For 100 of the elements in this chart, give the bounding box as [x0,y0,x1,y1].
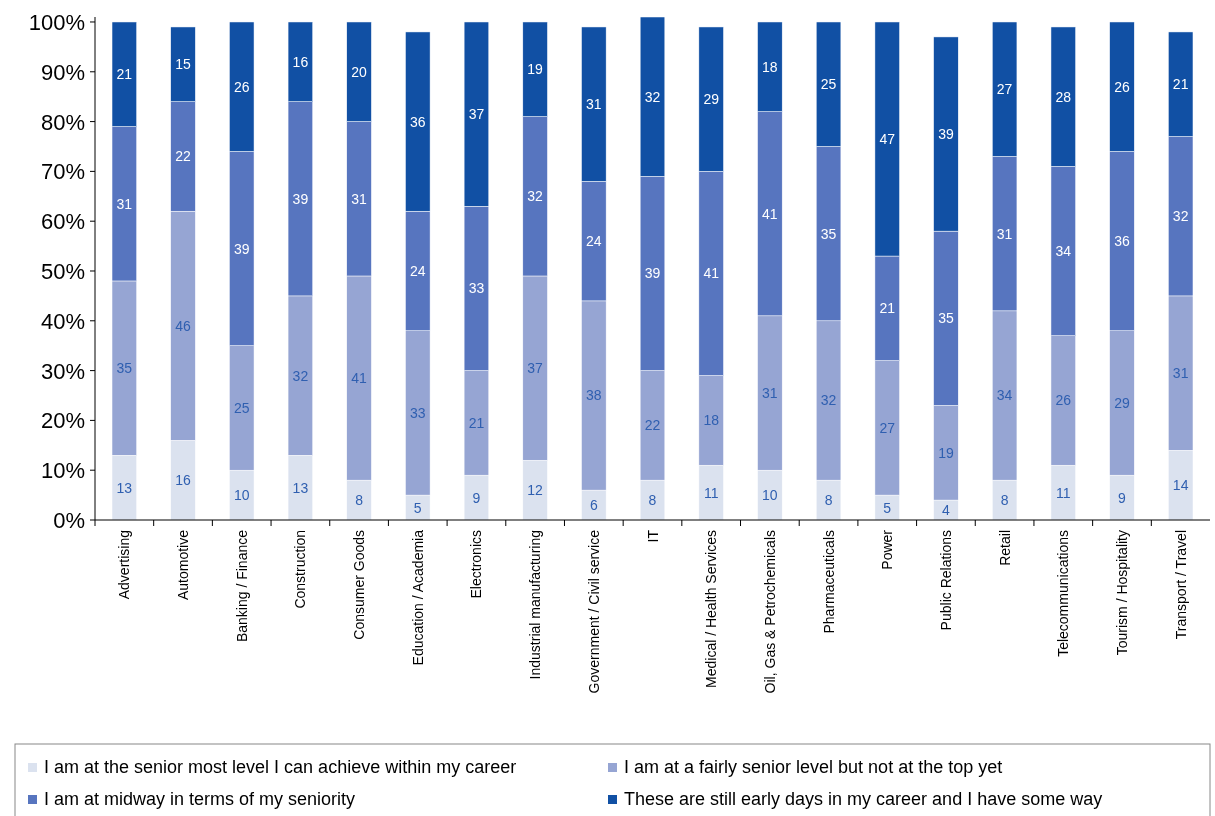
data-label: 8 [648,492,657,509]
x-tick-label: Pharmaceuticals [820,530,837,634]
data-label: 8 [824,492,833,509]
data-label: 36 [409,113,426,130]
data-label: 24 [586,233,602,250]
data-label: 29 [1114,394,1130,411]
x-tick-label: Medical / Health Services [703,530,720,688]
data-label: 37 [468,106,485,123]
data-label: 21 [468,414,485,431]
data-label: 13 [292,479,309,496]
data-label: 12 [527,482,544,499]
data-label: 33 [468,280,485,297]
legend-label: I am at midway in terms of my seniority [44,789,356,809]
x-tick-label: IT [644,529,661,543]
y-tick-label: 30% [40,358,85,384]
x-tick-label: Telecommunications [1055,530,1072,657]
data-label: 35 [938,310,954,327]
y-tick-label: 20% [40,408,85,434]
y-tick-label: 90% [40,59,85,85]
data-label: 19 [938,444,954,461]
data-label: 13 [116,479,133,496]
data-label: 6 [589,497,598,514]
data-label: 32 [527,188,544,205]
x-tick-label: Automotive [175,529,192,601]
data-label: 41 [703,265,720,282]
data-label: 46 [175,317,192,334]
y-tick-label: 100% [28,9,85,35]
data-label: 10 [233,487,250,504]
data-label: 25 [233,399,250,416]
y-tick-label: 60% [40,209,85,235]
x-tick-label: Retail [996,530,1013,566]
data-label: 5 [883,499,892,516]
legend-label: I am at a fairly senior level but not at the top yet [624,757,1003,777]
data-label: 35 [116,360,133,377]
x-tick-label: Consumer Goods [351,530,368,640]
x-tick-label: Construction [292,530,309,609]
data-label: 25 [820,76,837,93]
data-label: 26 [233,78,250,95]
data-label: 26 [1114,78,1130,95]
data-label: 31 [1172,365,1189,382]
data-label: 9 [472,489,481,506]
data-label: 20 [351,63,368,80]
x-tick-label: Education / Academia [409,529,426,666]
data-label: 36 [1114,233,1130,250]
x-tick-label: Transport / Travel [1172,530,1189,640]
data-label: 32 [1172,208,1189,225]
y-tick-label: 40% [40,308,85,334]
data-label: 33 [409,404,426,421]
data-label: 8 [355,492,364,509]
data-label: 32 [292,367,309,384]
data-label: 5 [413,499,422,516]
data-label: 26 [1055,392,1072,409]
legend-label: I am at the senior most level I can achieve within my career [44,757,517,777]
data-label: 31 [762,385,778,401]
x-tick-label: Oil, Gas & Petrochemicals [761,530,778,694]
y-tick-label: 70% [40,159,85,185]
legend-label: These are still early days in my career and I have some way [624,789,1103,809]
data-label: 37 [527,360,544,377]
data-label: 27 [996,81,1013,98]
data-label: 47 [879,131,896,148]
data-label: 31 [586,96,602,113]
data-label: 15 [175,56,192,73]
data-label: 29 [703,91,720,108]
x-tick-label: Advertising [116,530,133,600]
x-tick-label: Electronics [468,530,485,599]
data-label: 21 [116,66,133,83]
data-label: 34 [996,387,1013,404]
data-label: 22 [175,148,192,165]
data-label: 32 [644,88,661,105]
x-tick-label: Tourism / Hospitality [1113,530,1130,656]
y-tick-label: 10% [40,458,85,484]
data-label: 14 [1172,477,1189,494]
data-label: 39 [233,240,250,257]
data-label: 19 [527,61,544,78]
data-label: 9 [1118,489,1127,506]
data-label: 18 [703,412,720,429]
data-label: 31 [351,190,368,207]
data-label: 28 [1055,88,1072,105]
x-tick-label: Public Relations [937,530,954,631]
data-label: 4 [942,502,951,519]
data-label: 41 [351,370,368,387]
x-tick-label: Government / Civil service [585,529,602,694]
data-label: 21 [1172,76,1189,93]
data-label: 16 [175,472,192,489]
data-label: 35 [820,225,837,242]
data-label: 39 [938,126,954,143]
y-tick-label: 0% [53,508,85,533]
data-label: 39 [644,265,661,282]
data-label: 31 [116,195,133,212]
data-label: 21 [879,300,896,317]
data-label: 32 [820,392,837,409]
x-tick-label: Industrial manufacturing [527,530,544,680]
y-tick-label: 50% [40,258,85,284]
data-label: 38 [586,387,602,404]
data-label: 24 [409,262,426,279]
data-label: 10 [762,487,778,504]
data-label: 39 [292,190,309,207]
data-label: 31 [996,225,1013,242]
data-label: 18 [762,58,778,75]
data-label: 8 [1000,492,1009,509]
